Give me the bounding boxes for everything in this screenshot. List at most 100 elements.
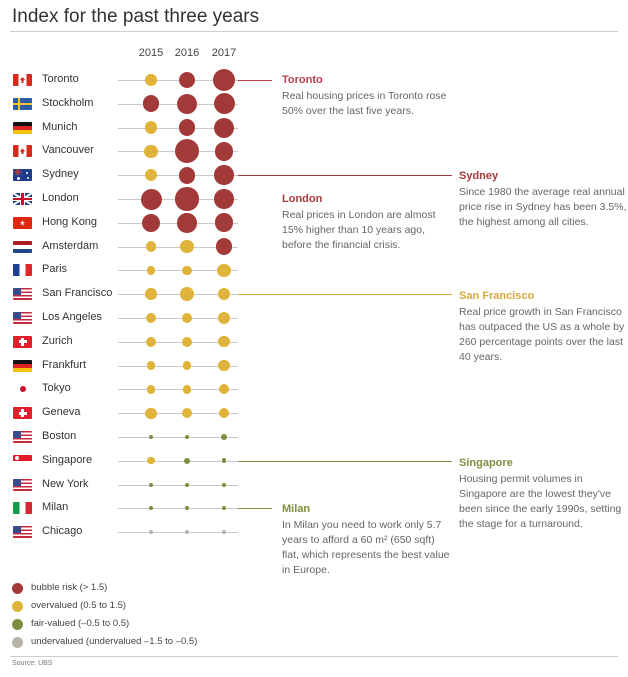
row-guide-line — [118, 508, 238, 510]
table-row: Geneva — [0, 403, 260, 423]
bubble-fair-valued — [185, 482, 189, 487]
row-guide-line — [118, 318, 238, 319]
bubble-bubble-risk — [213, 93, 235, 115]
table-row: Sydney — [0, 165, 260, 185]
bubble-overvalued — [217, 287, 231, 301]
table-row: Frankfurt — [0, 356, 260, 376]
row-guide-line — [118, 365, 238, 367]
city-label: Toronto — [42, 73, 79, 85]
bubble-bubble-risk — [174, 139, 200, 164]
city-label: Munich — [42, 120, 78, 133]
row-guide-line — [118, 175, 238, 177]
singapore-flag-icon — [13, 454, 32, 467]
table-row: Boston — [0, 427, 260, 447]
year-label: 2016 — [174, 47, 200, 59]
bubble-bubble-risk — [142, 95, 160, 113]
usa-flag-icon — [13, 431, 32, 443]
chart-title: Index for the past three years — [12, 6, 260, 27]
row-guide-line — [118, 532, 238, 534]
bubble-bubble-risk — [140, 188, 162, 210]
callout-title: London — [282, 193, 323, 205]
bubble-overvalued — [146, 336, 156, 347]
bubble-overvalued — [146, 265, 156, 275]
switzerland-flag-icon — [13, 335, 32, 348]
bubble-overvalued — [144, 121, 158, 134]
table-row: Toronto — [0, 70, 260, 90]
bubble-overvalued — [147, 457, 155, 465]
italy-flag-icon — [13, 502, 32, 515]
bubble-overvalued — [144, 144, 158, 159]
source-note: Source: UBS — [12, 660, 53, 667]
callout-toronto: Toronto Real housing prices in Toronto ro… — [282, 74, 452, 119]
legend-label: fair-valued (–0.5 to 0.5) — [31, 618, 130, 629]
city-label: Singapore — [42, 453, 93, 466]
canada-flag-icon — [13, 74, 32, 86]
row-guide-line — [118, 246, 238, 248]
bubble-fair-valued — [184, 434, 190, 440]
city-label: San Francisco — [42, 287, 113, 300]
bubble-fair-valued — [222, 482, 226, 487]
bubble-overvalued — [146, 313, 156, 323]
callout-singapore: Singapore Housing permit volumes in Singa… — [459, 457, 628, 532]
row-guide-line — [118, 484, 238, 486]
callout-leader-line — [238, 80, 272, 81]
table-row: New York — [0, 475, 260, 495]
bubble-overvalued — [181, 312, 193, 324]
callout-text: In Milan you need to work only 5.7 years… — [282, 519, 450, 576]
callout-text: Real prices in London are almost 15% hig… — [282, 209, 436, 251]
row-guide-line — [118, 80, 238, 81]
table-row: San Francisco — [0, 284, 260, 304]
callout-leader-line — [238, 294, 452, 296]
bubble-undervalued — [149, 530, 153, 535]
city-label: Los Angeles — [42, 311, 102, 323]
city-label: Geneva — [42, 406, 81, 419]
legend-swatch — [12, 619, 23, 630]
bubble-fair-valued — [222, 506, 226, 511]
bubble-bubble-risk — [215, 238, 233, 255]
legend-label: overvalued (0.5 to 1.5) — [31, 600, 127, 611]
table-row: Singapore — [0, 451, 260, 471]
usa-flag-icon — [13, 478, 32, 491]
bubble-fair-valued — [149, 506, 153, 511]
bubble-undervalued — [222, 530, 226, 535]
bubble-overvalued — [182, 361, 192, 371]
city-label: Tokyo — [42, 382, 71, 395]
japan-flag-icon — [13, 383, 32, 396]
callout-title: San Francisco — [459, 290, 535, 302]
bubble-fair-valued — [220, 433, 228, 441]
bubble-overvalued — [146, 385, 156, 394]
callout-title: Sydney — [459, 170, 499, 182]
row-guide-line — [118, 437, 238, 438]
table-row: Zurich — [0, 332, 260, 352]
bubble-overvalued — [182, 265, 192, 276]
bubble-bubble-risk — [177, 213, 197, 233]
bubble-fair-valued — [183, 457, 191, 464]
canada-flag-icon — [13, 145, 32, 158]
bubble-overvalued — [218, 360, 230, 372]
row-guide-line — [118, 127, 238, 129]
uk-flag-icon — [13, 193, 32, 205]
bubble-overvalued — [145, 74, 157, 86]
table-row: Amsterdam — [0, 237, 260, 257]
row-guide-line — [118, 460, 238, 462]
bubble-bubble-risk — [176, 93, 198, 115]
city-label: New York — [42, 477, 89, 490]
callout-text: Since 1980 the average real annual price… — [459, 186, 627, 228]
bubble-overvalued — [219, 408, 229, 419]
city-label: Zurich — [42, 334, 73, 347]
bubble-overvalued — [182, 408, 192, 419]
bubble-fair-valued — [185, 506, 189, 511]
bubble-bubble-risk — [178, 119, 196, 136]
table-row: Milan — [0, 498, 260, 518]
city-label: Amsterdam — [42, 239, 99, 252]
bubble-bubble-risk — [212, 68, 236, 92]
bubble-fair-valued — [149, 435, 153, 439]
table-row: Paris — [0, 260, 260, 280]
callout-title: Toronto — [282, 74, 323, 86]
city-label: Frankfurt — [42, 358, 87, 371]
callout-sydney: Sydney Since 1980 the average real annual… — [459, 170, 628, 230]
city-label: Hong Kong — [42, 215, 98, 228]
callout-leader-line — [238, 175, 452, 177]
hongkong-flag-icon — [13, 216, 32, 229]
france-flag-icon — [13, 264, 32, 277]
